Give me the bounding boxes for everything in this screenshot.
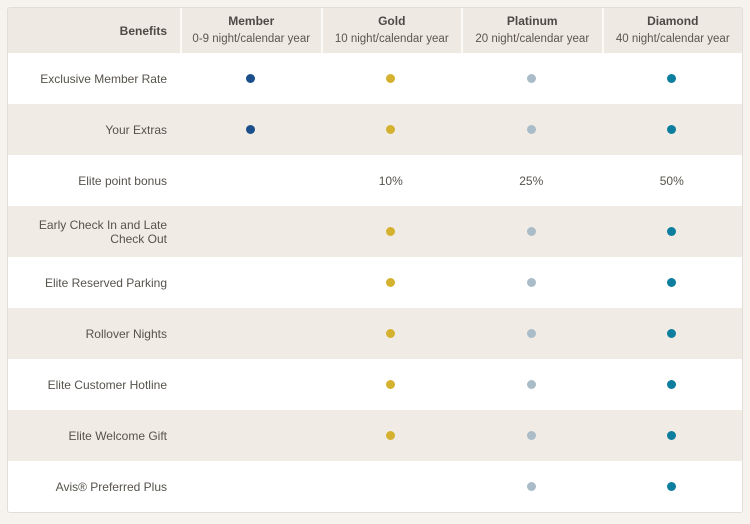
cell-gold <box>321 125 462 134</box>
tier-name: Platinum <box>506 14 558 29</box>
cell-diamond: 50% <box>602 174 743 188</box>
benefits-comparison-table: Benefits Member 0-9 night/calendar year … <box>7 7 743 513</box>
gold-included-dot-icon <box>386 278 396 287</box>
member-included-dot-icon <box>245 74 255 83</box>
gold-included-dot-icon <box>386 380 396 389</box>
column-header-diamond: Diamond 40 night/calendar year <box>601 8 743 53</box>
cell-platinum <box>461 227 602 236</box>
cell-platinum <box>461 278 602 287</box>
tier-subtitle: 40 night/calendar year <box>615 32 730 45</box>
cell-platinum: 25% <box>461 174 602 188</box>
table-row: Elite Welcome Gift <box>8 410 742 461</box>
cell-diamond <box>602 125 743 134</box>
benefit-label: Elite Reserved Parking <box>44 275 167 290</box>
tier-subtitle: 10 night/calendar year <box>334 32 449 45</box>
cell-diamond <box>602 329 743 338</box>
column-header-member: Member 0-9 night/calendar year <box>180 8 321 53</box>
benefit-label: Elite point bonus <box>78 173 167 188</box>
column-header-gold: Gold 10 night/calendar year <box>320 8 462 53</box>
diamond-included-dot-icon <box>667 482 677 491</box>
gold-included-dot-icon <box>386 431 396 440</box>
cell-platinum <box>461 482 602 491</box>
table-row: Avis® Preferred Plus <box>8 461 742 512</box>
tier-subtitle: 0-9 night/calendar year <box>192 32 311 45</box>
tier-name: Member <box>228 14 275 29</box>
table-row: Your Extras <box>8 104 742 155</box>
platinum-included-dot-icon <box>526 278 536 287</box>
diamond-included-dot-icon <box>667 431 677 440</box>
table-row: Early Check In and Late Check Out <box>8 206 742 257</box>
table-row: Rollover Nights <box>8 308 742 359</box>
diamond-included-dot-icon <box>667 125 677 134</box>
table-header: Benefits Member 0-9 night/calendar year … <box>8 8 742 53</box>
diamond-included-dot-icon <box>667 74 677 83</box>
cell-platinum <box>461 380 602 389</box>
platinum-included-dot-icon <box>526 431 536 440</box>
cell-gold: 10% <box>321 174 462 188</box>
diamond-included-dot-icon <box>667 380 677 389</box>
gold-included-dot-icon <box>386 329 396 338</box>
platinum-included-dot-icon <box>526 227 536 236</box>
platinum-included-dot-icon <box>526 380 536 389</box>
cell-diamond <box>602 482 743 491</box>
benefits-column-header: Benefits <box>119 23 167 38</box>
table-row: Elite point bonus 10% 25% 50% <box>8 155 742 206</box>
cell-value: 50% <box>659 173 684 188</box>
platinum-included-dot-icon <box>526 482 536 491</box>
cell-gold <box>321 329 462 338</box>
cell-platinum <box>461 125 602 134</box>
diamond-included-dot-icon <box>667 227 677 236</box>
benefit-label: Your Extras <box>105 122 167 137</box>
benefit-label: Exclusive Member Rate <box>40 71 167 86</box>
cell-diamond <box>602 227 743 236</box>
gold-included-dot-icon <box>386 125 396 134</box>
gold-included-dot-icon <box>386 74 396 83</box>
cell-gold <box>321 227 462 236</box>
cell-gold <box>321 278 462 287</box>
cell-platinum <box>461 431 602 440</box>
table-row: Elite Reserved Parking <box>8 257 742 308</box>
cell-diamond <box>602 431 743 440</box>
platinum-included-dot-icon <box>526 74 536 83</box>
member-included-dot-icon <box>245 125 255 134</box>
cell-member <box>180 74 321 83</box>
diamond-included-dot-icon <box>667 329 677 338</box>
benefit-label: Rollover Nights <box>85 326 167 341</box>
cell-diamond <box>602 278 743 287</box>
column-header-platinum: Platinum 20 night/calendar year <box>461 8 602 53</box>
diamond-included-dot-icon <box>667 278 677 287</box>
tier-name: Gold <box>378 14 406 29</box>
table-row: Elite Customer Hotline <box>8 359 742 410</box>
benefit-label: Early Check In and Late Check Out <box>38 217 167 246</box>
cell-value: 25% <box>519 173 544 188</box>
tier-name: Diamond <box>647 14 699 29</box>
benefit-label: Elite Customer Hotline <box>47 377 167 392</box>
platinum-included-dot-icon <box>526 125 536 134</box>
cell-platinum <box>461 74 602 83</box>
cell-value: 10% <box>378 173 403 188</box>
benefits-rows: Exclusive Member Rate Your Extras Elite po… <box>8 53 742 512</box>
benefit-label: Elite Welcome Gift <box>68 428 167 443</box>
cell-gold <box>321 431 462 440</box>
gold-included-dot-icon <box>386 227 396 236</box>
cell-member <box>180 125 321 134</box>
cell-gold <box>321 380 462 389</box>
cell-gold <box>321 74 462 83</box>
platinum-included-dot-icon <box>526 329 536 338</box>
cell-diamond <box>602 380 743 389</box>
cell-platinum <box>461 329 602 338</box>
cell-diamond <box>602 74 743 83</box>
tier-subtitle: 20 night/calendar year <box>475 32 590 45</box>
table-row: Exclusive Member Rate <box>8 53 742 104</box>
benefit-label: Avis® Preferred Plus <box>55 479 167 494</box>
